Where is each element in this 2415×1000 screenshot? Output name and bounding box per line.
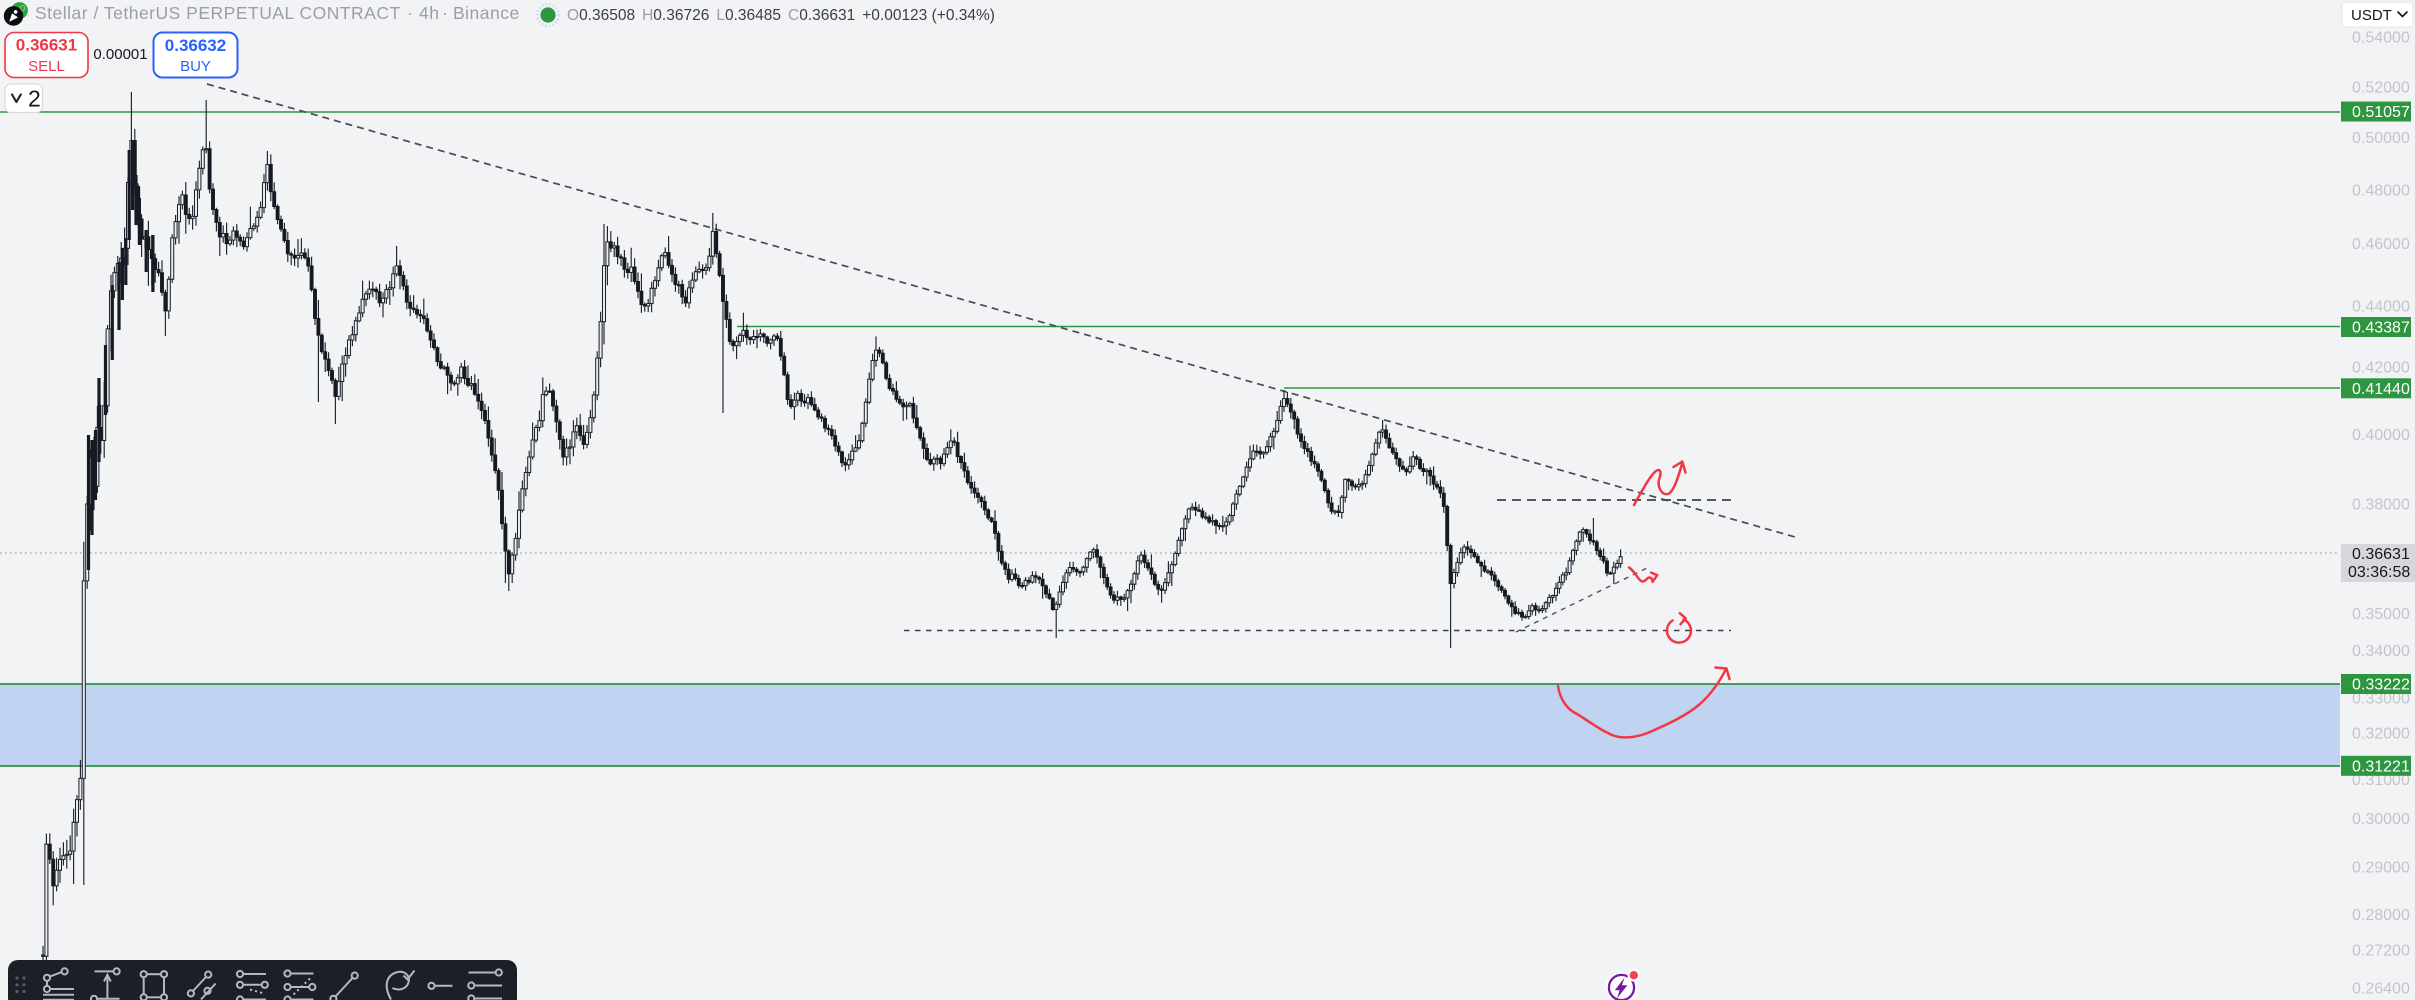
- svg-text:0.31000: 0.31000: [2352, 772, 2410, 789]
- svg-text:SELL: SELL: [28, 58, 65, 75]
- svg-text:·: ·: [407, 3, 413, 23]
- svg-text:0.40000: 0.40000: [2352, 427, 2410, 444]
- svg-text:0.38000: 0.38000: [2352, 497, 2410, 514]
- svg-text:0.51057: 0.51057: [2352, 104, 2410, 121]
- svg-text:0.27200: 0.27200: [2352, 943, 2410, 960]
- svg-text:0.52000: 0.52000: [2352, 80, 2410, 97]
- svg-text:03:36:58: 03:36:58: [2348, 564, 2410, 581]
- svg-text:0.43387: 0.43387: [2352, 320, 2410, 337]
- svg-text:0.31221: 0.31221: [2352, 758, 2410, 775]
- svg-text:USDT: USDT: [2351, 7, 2392, 24]
- svg-text:0.34000: 0.34000: [2352, 643, 2410, 660]
- svg-text:4h: 4h: [419, 3, 439, 23]
- svg-text:0.36631: 0.36631: [16, 36, 77, 55]
- svg-text:0.33000: 0.33000: [2352, 691, 2410, 708]
- svg-text:0.30000: 0.30000: [2352, 811, 2410, 828]
- svg-text:0.50000: 0.50000: [2352, 130, 2410, 147]
- svg-text:0.41440: 0.41440: [2352, 381, 2410, 398]
- svg-text:0.42000: 0.42000: [2352, 360, 2410, 377]
- svg-text:0.36632: 0.36632: [165, 36, 226, 55]
- svg-text:0.48000: 0.48000: [2352, 183, 2410, 200]
- svg-text:Binance: Binance: [453, 3, 520, 23]
- svg-text:0.00001: 0.00001: [93, 46, 147, 63]
- svg-text:2: 2: [28, 86, 41, 112]
- svg-text:0.44000: 0.44000: [2352, 299, 2410, 316]
- svg-text:0.29000: 0.29000: [2352, 860, 2410, 877]
- svg-text:0.54000: 0.54000: [2352, 30, 2410, 47]
- svg-text:0.28000: 0.28000: [2352, 907, 2410, 924]
- svg-text:0.26400: 0.26400: [2352, 981, 2410, 998]
- svg-text:·: ·: [442, 3, 448, 23]
- svg-text:0.46000: 0.46000: [2352, 236, 2410, 253]
- svg-text:BUY: BUY: [180, 58, 211, 75]
- svg-text:0.35000: 0.35000: [2352, 606, 2410, 623]
- svg-text:Stellar / TetherUS PERPETUAL C: Stellar / TetherUS PERPETUAL CONTRACT: [35, 3, 401, 23]
- svg-text:0.36631: 0.36631: [2352, 546, 2410, 563]
- svg-text:0.33222: 0.33222: [2352, 677, 2410, 694]
- svg-text:0.32000: 0.32000: [2352, 726, 2410, 743]
